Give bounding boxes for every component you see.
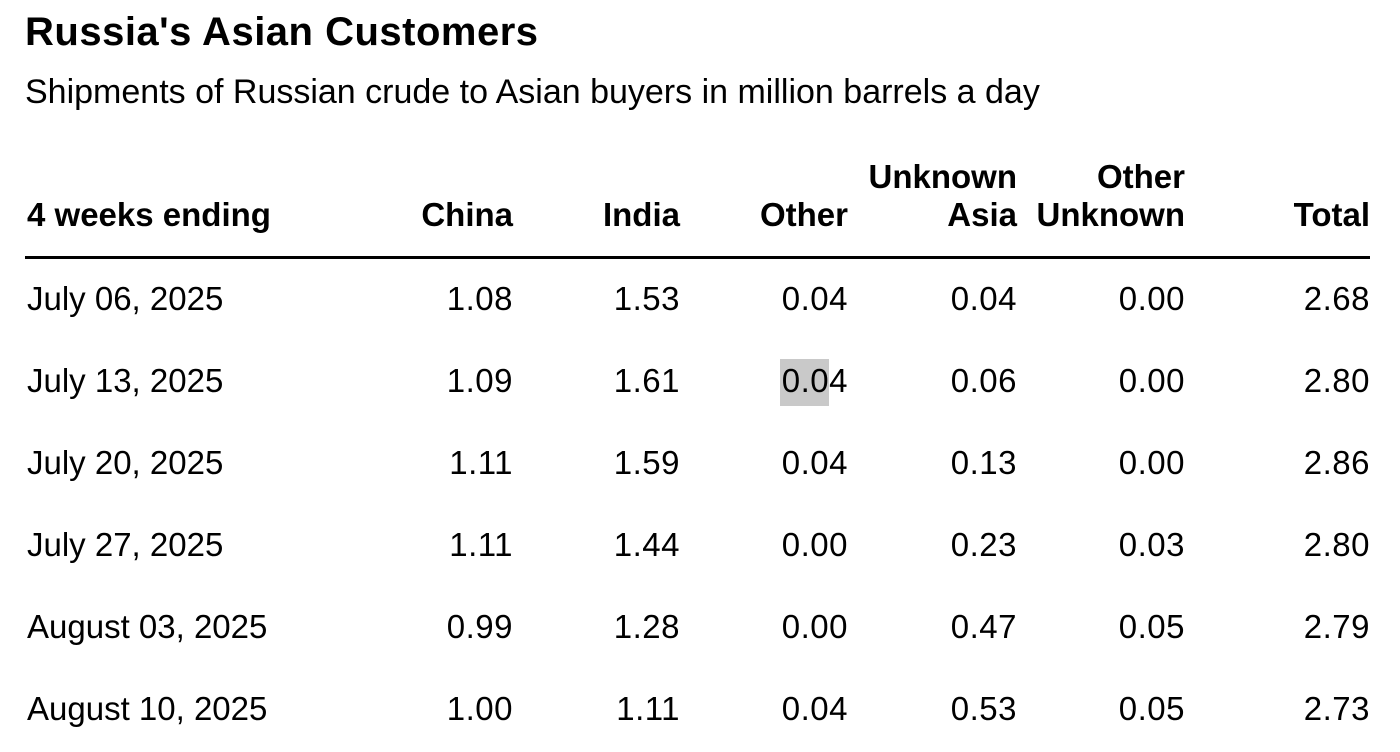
value-cell: 1.11 (449, 525, 513, 563)
column-header-india: India (513, 158, 680, 259)
row-date-cell: July 27, 2025 (27, 525, 224, 563)
value-cell: 0.00 (1118, 280, 1185, 318)
value-cell: 1.28 (613, 607, 680, 645)
value-cell: 0.99 (446, 607, 513, 645)
value-cell: 0.47 (950, 607, 1017, 645)
value-cell: 0.04 (781, 443, 848, 481)
table-row: July 20, 2025 1.11 1.59 0.04 0.13 0.00 2.86 (25, 422, 1370, 504)
value-cell: 1.53 (613, 280, 680, 318)
value-cell: 1.44 (613, 525, 680, 563)
column-header-total: Total (1185, 158, 1370, 259)
value-cell: 0.03 (1118, 525, 1185, 563)
column-header-unknown-asia: Unknown Asia (848, 158, 1017, 259)
row-date-cell: July 20, 2025 (27, 443, 224, 481)
value-cell: 0.00 (1118, 361, 1185, 399)
table-row: August 10, 2025 1.00 1.11 0.04 0.53 0.05 2.73 (25, 668, 1370, 750)
row-date-cell: August 10, 2025 (27, 689, 268, 727)
value-cell: 0.23 (950, 525, 1017, 563)
column-header-other-unknown: Other Unknown (1017, 158, 1185, 259)
value-cell: 1.08 (446, 280, 513, 318)
table-row: August 03, 2025 0.99 1.28 0.00 0.47 0.05 2.79 (25, 586, 1370, 668)
shipments-table: 4 weeks ending China India Other Unknown Asi… (25, 158, 1370, 750)
value-cell: 0.04 (950, 280, 1017, 318)
value-cell: 1.09 (446, 361, 513, 399)
value-cell: 0.53 (950, 689, 1017, 727)
row-date-cell: August 03, 2025 (27, 607, 268, 645)
table-header-row: 4 weeks ending China India Other Unknown Asi… (25, 158, 1370, 259)
table-row: July 27, 2025 1.11 1.44 0.00 0.23 0.03 2.80 (25, 504, 1370, 586)
figure-title: Russia's Asian Customers (25, 10, 539, 54)
value-cell: 1.11 (449, 443, 513, 481)
value-cell-rest: 4 (829, 361, 848, 399)
value-cell: 1.11 (616, 689, 680, 727)
value-cell: 0.00 (781, 607, 848, 645)
article-figure: Russia's Asian Customers Shipments of Ru… (0, 8, 1400, 750)
value-cell: 1.61 (613, 361, 680, 399)
column-header-other: Other (680, 158, 848, 259)
text-selection-highlight: 0.0 (779, 358, 830, 406)
value-cell: 0.05 (1118, 689, 1185, 727)
row-date-cell: July 06, 2025 (27, 280, 224, 318)
value-cell: 0.00 (1118, 443, 1185, 481)
value-cell: 0.06 (950, 361, 1017, 399)
value-cell: 0.13 (950, 443, 1017, 481)
value-cell: 2.73 (1303, 689, 1370, 727)
table-row: July 13, 2025 1.09 1.61 0.04 0.06 0.00 2.80 (25, 340, 1370, 422)
value-cell: 0.05 (1118, 607, 1185, 645)
value-cell: 2.80 (1303, 361, 1370, 399)
value-cell: 2.68 (1303, 280, 1370, 318)
value-cell: 0.04 (781, 280, 848, 318)
value-cell: 2.80 (1303, 525, 1370, 563)
table-row: July 06, 2025 1.08 1.53 0.04 0.04 0.00 2.68 (25, 258, 1370, 340)
value-cell: 1.59 (613, 443, 680, 481)
row-date-cell: July 13, 2025 (27, 361, 224, 399)
value-cell: 0.04 (781, 689, 848, 727)
value-cell: 1.00 (446, 689, 513, 727)
value-cell: 2.86 (1303, 443, 1370, 481)
value-cell: 0.00 (781, 525, 848, 563)
table-body: July 06, 2025 1.08 1.53 0.04 0.04 0.00 2.68 Jul… (25, 258, 1370, 750)
figure-subtitle: Shipments of Russian crude to Asian buye… (25, 73, 1040, 111)
column-header-china: China (325, 158, 513, 259)
column-header-4-weeks-ending: 4 weeks ending (25, 158, 325, 259)
value-cell: 0.04 (680, 340, 848, 422)
value-cell: 2.79 (1303, 607, 1370, 645)
